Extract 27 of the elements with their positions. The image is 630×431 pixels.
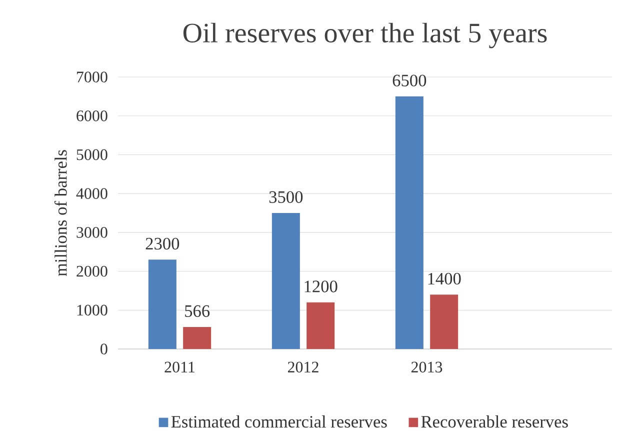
chart-title: Oil reserves over the last 5 years bbox=[183, 22, 547, 48]
y-tick-label: 3000 bbox=[76, 227, 108, 238]
y-tick-label: 6000 bbox=[76, 110, 108, 122]
x-tick-label: 2013 bbox=[411, 362, 442, 372]
data-label: 3500 bbox=[269, 191, 303, 203]
data-label: 1400 bbox=[428, 272, 461, 285]
legend-label: Estimated commercial reserves bbox=[171, 415, 387, 428]
legend-label: Recoverable reserves bbox=[421, 415, 568, 428]
y-tick-label: 0 bbox=[100, 344, 108, 354]
data-label: 6500 bbox=[392, 74, 426, 86]
y-tick-label: 5000 bbox=[76, 149, 108, 160]
data-label: 2300 bbox=[146, 238, 180, 250]
bar bbox=[306, 302, 335, 349]
bar bbox=[395, 96, 424, 349]
y-tick-label: 4000 bbox=[76, 188, 108, 199]
y-tick-label: 7000 bbox=[77, 72, 108, 82]
bar bbox=[430, 294, 458, 349]
bar bbox=[183, 327, 212, 349]
y-tick-label: 1000 bbox=[77, 304, 108, 316]
x-tick-label: 2011 bbox=[164, 362, 195, 372]
data-label: 566 bbox=[185, 305, 210, 317]
y-tick-label: 2000 bbox=[76, 266, 108, 277]
y-axis-title: millions of barrels bbox=[54, 150, 67, 276]
x-tick-label: 2012 bbox=[288, 362, 318, 372]
bar bbox=[272, 212, 300, 349]
bar bbox=[148, 260, 176, 349]
data-label: 1200 bbox=[304, 280, 338, 292]
